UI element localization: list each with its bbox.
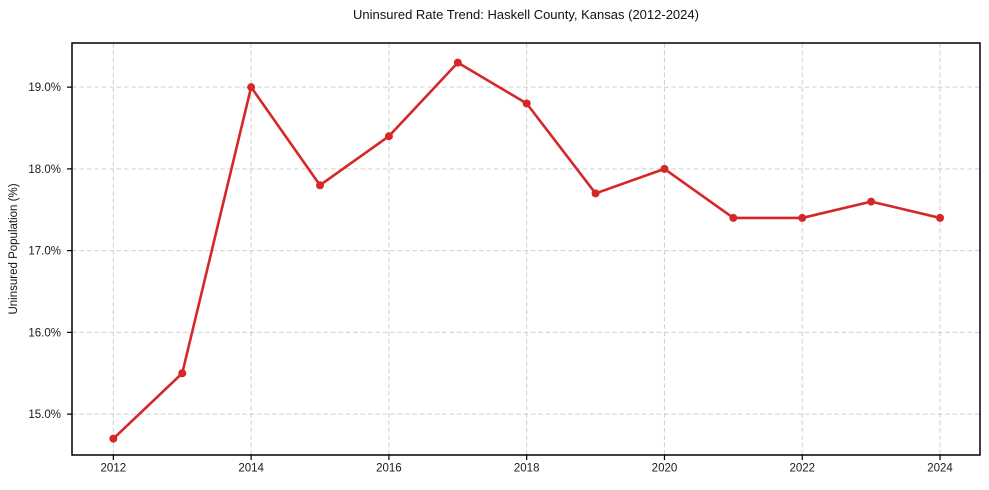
data-point-2021 bbox=[729, 213, 738, 222]
x-tick-label: 2014 bbox=[238, 463, 264, 475]
data-point-2020 bbox=[660, 164, 669, 173]
y-tick-label: 19.0% bbox=[28, 82, 61, 94]
data-point-2012 bbox=[109, 434, 118, 443]
y-tick-label: 15.0% bbox=[28, 409, 61, 421]
y-tick-label: 16.0% bbox=[28, 327, 61, 339]
data-point-2023 bbox=[867, 197, 876, 206]
data-point-2018 bbox=[522, 99, 531, 108]
x-tick-label: 2018 bbox=[514, 463, 540, 475]
data-point-2019 bbox=[591, 189, 600, 198]
y-tick-label: 17.0% bbox=[28, 246, 61, 258]
data-point-2022 bbox=[798, 213, 807, 222]
x-tick-label: 2022 bbox=[789, 463, 815, 475]
x-tick-label: 2016 bbox=[376, 463, 402, 475]
data-point-2016 bbox=[384, 132, 393, 141]
data-point-2014 bbox=[247, 83, 256, 92]
y-tick-label: 18.0% bbox=[28, 164, 61, 176]
x-tick-label: 2012 bbox=[101, 463, 127, 475]
data-point-2013 bbox=[178, 369, 187, 378]
data-point-2017 bbox=[453, 58, 462, 67]
chart-title: Uninsured Rate Trend: Haskell County, Ka… bbox=[353, 7, 699, 22]
data-point-2024 bbox=[936, 213, 945, 222]
x-tick-label: 2020 bbox=[652, 463, 678, 475]
data-point-2015 bbox=[316, 181, 325, 190]
x-tick-label: 2024 bbox=[927, 463, 953, 475]
plot-border bbox=[71, 42, 981, 456]
